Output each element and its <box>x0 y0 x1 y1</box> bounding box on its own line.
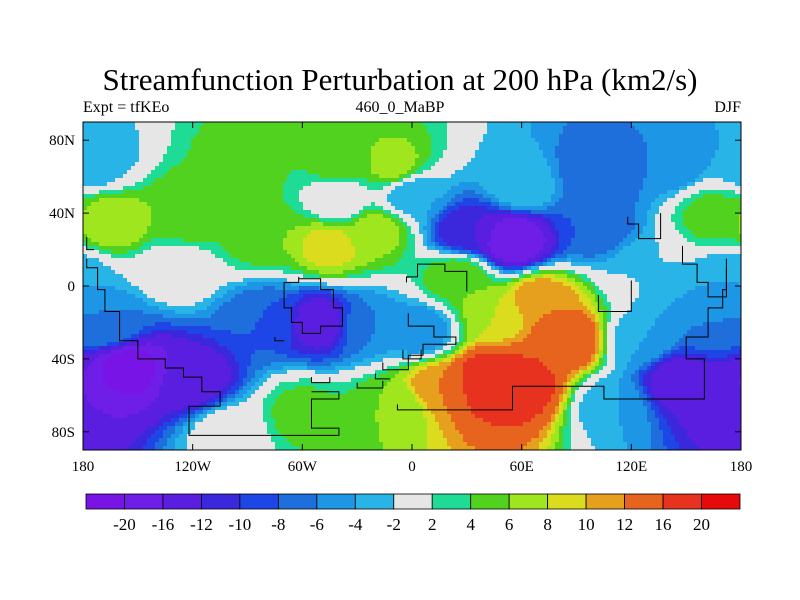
colorbar-label: 20 <box>693 515 710 534</box>
colorbar-swatch <box>701 493 741 510</box>
colorbar-label: -10 <box>229 515 252 534</box>
colorbar-label: 6 <box>505 515 514 534</box>
contour-fill-layer <box>83 122 741 450</box>
colorbar-label: -20 <box>113 515 136 534</box>
coastline <box>274 337 285 342</box>
period-label: 460_0_MaBP <box>355 99 445 116</box>
colorbar-swatch <box>162 493 202 510</box>
colorbar-swatch <box>431 493 472 510</box>
coastline <box>356 380 384 389</box>
coastline-layer <box>86 213 727 436</box>
coastline <box>311 377 331 384</box>
colorbar-swatch <box>662 493 702 510</box>
colorbar: -20 -16 -12 -10 -8 -6 -4 -2 2 4 6 8 10 12 16 20 <box>85 493 741 534</box>
lat-tick-label: 0 <box>68 279 76 295</box>
coastline <box>382 313 457 371</box>
lat-tick-label: 80S <box>52 425 75 441</box>
latitude-axis: 80N 40N 0 40S 80S <box>49 133 741 441</box>
colorbar-label: -4 <box>348 515 363 534</box>
colorbar-swatch <box>124 493 164 510</box>
coastline <box>374 373 391 380</box>
colorbar-label: 16 <box>655 515 672 534</box>
map-title: Streamfunction Perturbation at 200 hPa (… <box>102 62 698 97</box>
colorbar-label: 8 <box>543 515 552 534</box>
coastline <box>682 245 727 298</box>
experiment-label: Expt = tfKEo <box>83 99 170 116</box>
lat-tick-label: 40S <box>52 352 75 368</box>
lon-tick-label: 0 <box>408 459 416 475</box>
colorbar-swatch <box>624 493 664 510</box>
colorbar-label: 12 <box>616 515 633 534</box>
longitude-axis: 180 120W 60W 0 60E 120E 180 <box>72 122 753 475</box>
colorbar-label: -16 <box>152 515 175 534</box>
colorbar-swatch <box>316 493 356 510</box>
lon-tick-label: 180 <box>730 459 753 475</box>
coastline <box>283 276 343 334</box>
coastline <box>86 258 340 436</box>
coastline <box>402 349 422 360</box>
coastline <box>406 263 468 292</box>
colorbar-swatch <box>508 493 549 510</box>
colorbar-swatch <box>585 493 625 510</box>
colorbar-swatch <box>239 493 279 510</box>
season-label: DJF <box>714 99 741 116</box>
colorbar-label: -2 <box>387 515 401 534</box>
lon-tick-label: 180 <box>72 459 95 475</box>
coastline <box>86 236 94 251</box>
colorbar-swatch <box>470 493 510 510</box>
lat-tick-label: 80N <box>49 133 75 149</box>
colorbar-swatch <box>547 493 587 510</box>
colorbar-label: -8 <box>271 515 285 534</box>
lon-tick-label: 60W <box>288 459 318 475</box>
coastline <box>627 213 662 240</box>
lon-tick-label: 60E <box>510 459 534 475</box>
lat-tick-label: 40N <box>49 206 75 222</box>
colorbar-swatch <box>354 493 395 510</box>
lon-tick-label: 120W <box>174 459 212 475</box>
colorbar-swatch <box>85 493 125 510</box>
colorbar-label: 2 <box>428 515 437 534</box>
colorbar-label: -6 <box>310 515 324 534</box>
coastline <box>597 280 632 312</box>
colorbar-swatch <box>393 493 433 510</box>
colorbar-swatch <box>201 493 241 510</box>
lon-tick-label: 120E <box>615 459 647 475</box>
colorbar-swatch <box>277 493 318 510</box>
coastline <box>396 258 727 411</box>
colorbar-label: -12 <box>190 515 213 534</box>
colorbar-label: 10 <box>578 515 595 534</box>
colorbar-label: 4 <box>466 515 475 534</box>
